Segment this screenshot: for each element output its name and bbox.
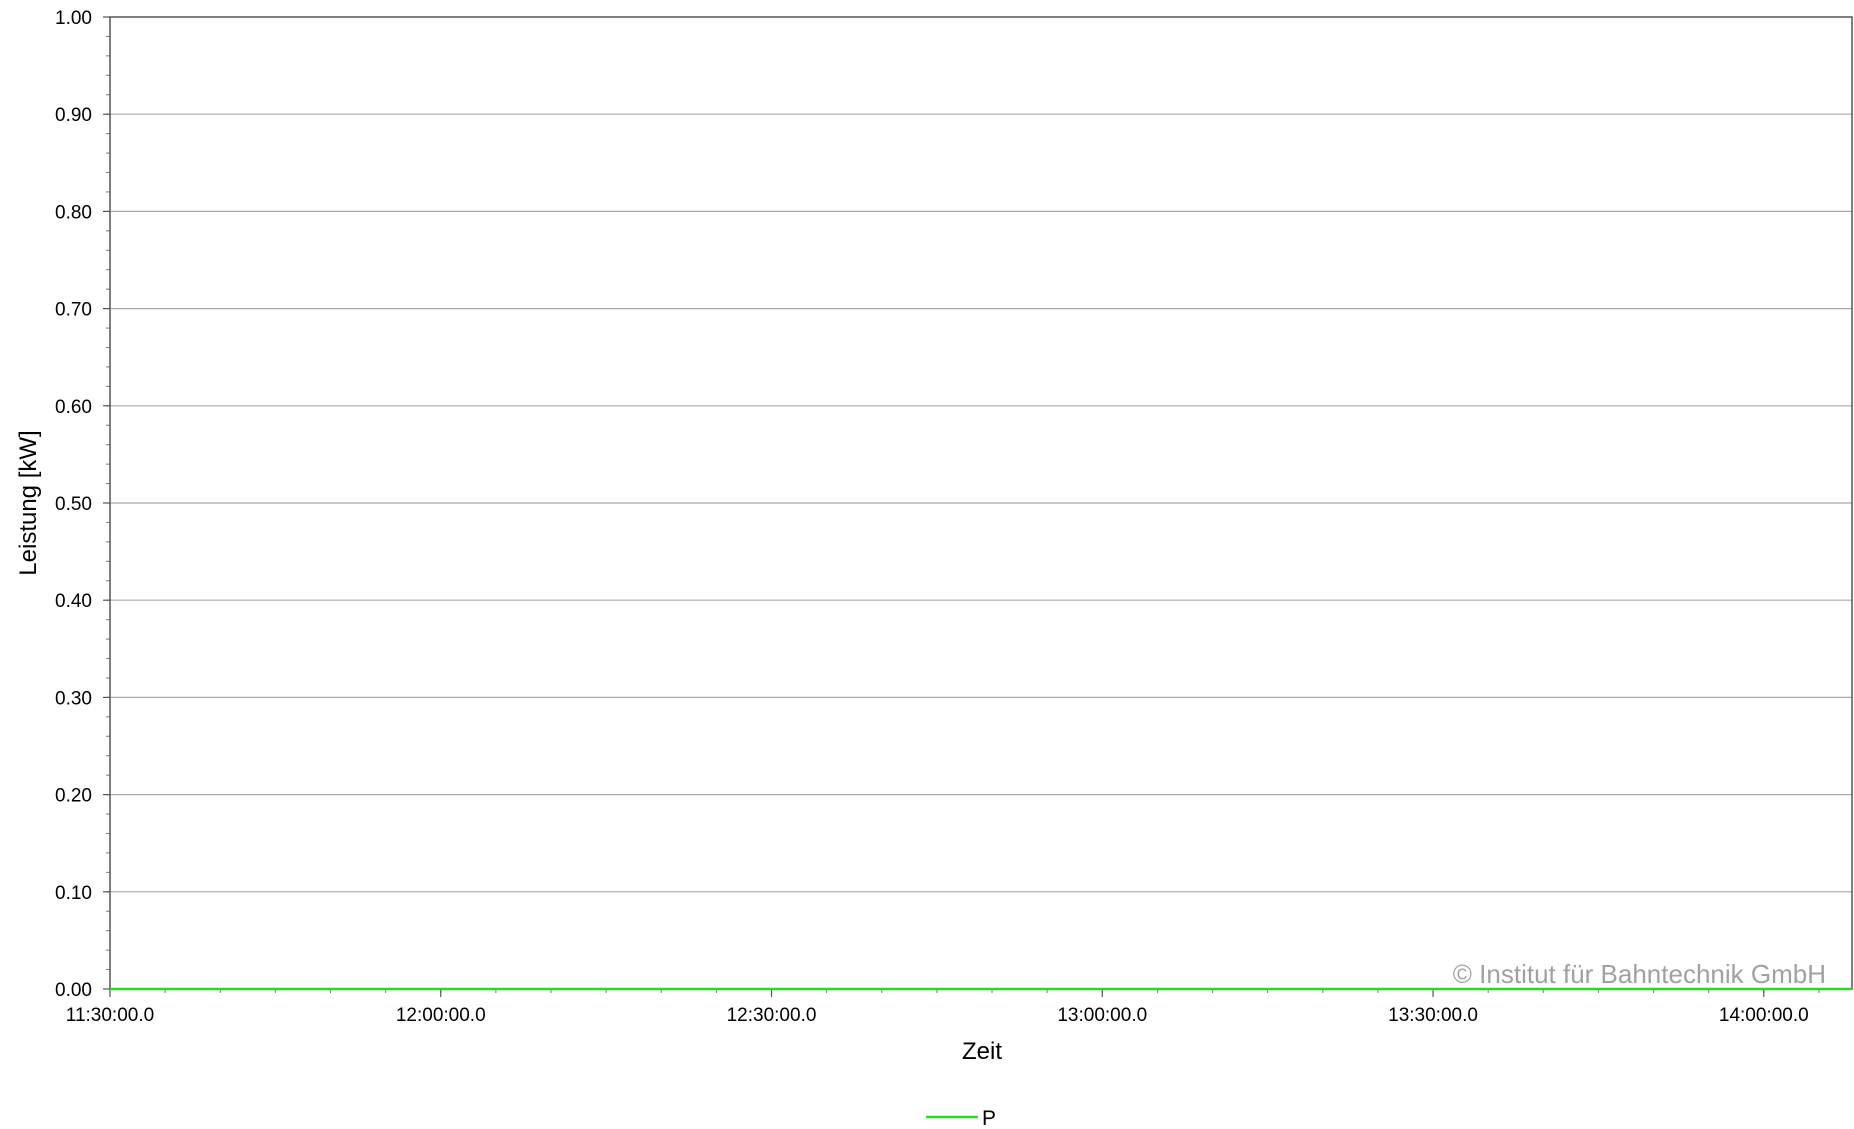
x-tick-label: 14:00:00.0 (1719, 1005, 1809, 1026)
y-tick-label: 0.40 (55, 591, 92, 612)
y-tick-label: 0.20 (55, 786, 92, 807)
y-tick-label: 0.10 (55, 883, 92, 904)
legend: P (926, 1107, 996, 1129)
x-tick-label: 11:30:00.0 (66, 1005, 154, 1026)
y-tick-label: 0.30 (55, 688, 92, 709)
x-tick-label: 12:00:00.0 (396, 1005, 486, 1026)
y-tick-label: 1.00 (55, 8, 92, 29)
y-axis-title: Leistung [kW] (15, 430, 42, 575)
grid-lines (110, 113, 1852, 893)
y-tick-label: 0.50 (55, 494, 92, 515)
y-tick-label: 0.70 (55, 300, 92, 321)
legend-label-p: P (982, 1107, 996, 1129)
watermark: © Institut für Bahntechnik GmbH (1453, 959, 1826, 989)
y-tick-label: 0.60 (55, 397, 92, 418)
x-tick-label: 12:30:00.0 (727, 1005, 817, 1026)
y-tick-label: 0.80 (55, 202, 92, 223)
x-tick-label: 13:30:00.0 (1388, 1005, 1478, 1026)
x-axis-title: Zeit (962, 1038, 1002, 1065)
x-tick-label: 13:00:00.0 (1057, 1005, 1147, 1026)
y-tick-label: 0.90 (55, 105, 92, 126)
minor-ticks (106, 16, 1820, 993)
x-axis: 11:30:00.0 12:00:00.0 12:30:00.0 13:00:00.0… (66, 989, 1809, 1026)
y-axis: 0.00 0.10 0.20 0.30 0.40 0.50 0.60 0.70 0.80 0.90… (55, 8, 110, 1001)
y-tick-label: 0.00 (55, 980, 92, 1001)
